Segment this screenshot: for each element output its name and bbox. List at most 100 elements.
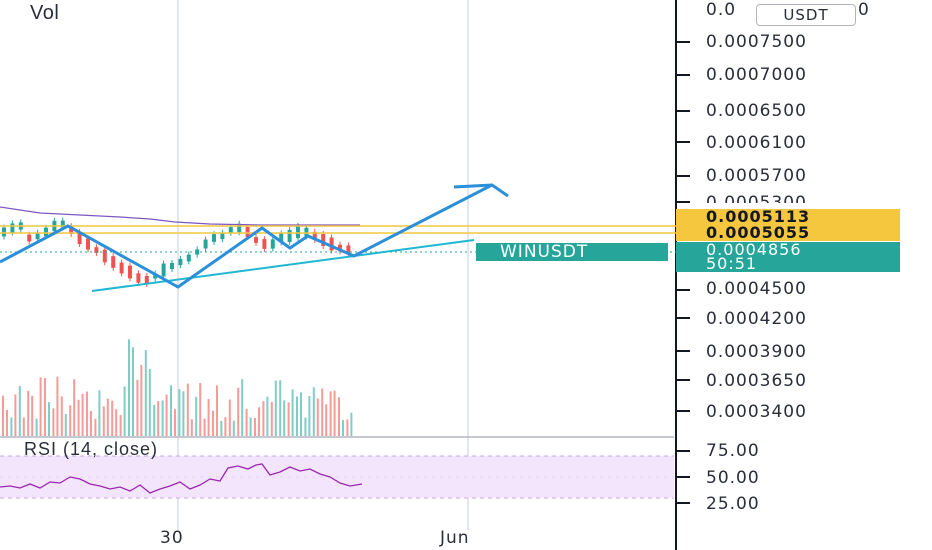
volume-bar xyxy=(316,398,319,436)
volume-bar xyxy=(220,420,223,436)
volume-bar xyxy=(279,380,282,436)
zigzag-projection-path[interactable] xyxy=(0,183,493,289)
candle-body xyxy=(346,245,351,255)
candle-body xyxy=(312,231,317,241)
volume-bar xyxy=(94,418,97,436)
volume-bar xyxy=(140,364,143,436)
volume-bar xyxy=(73,379,76,436)
volume-bar xyxy=(119,415,122,436)
candle-body xyxy=(195,249,200,255)
time-tick: Jun xyxy=(440,528,470,548)
volume-bar xyxy=(321,388,324,436)
price-axis-partial-top: 0.0 xyxy=(706,0,737,20)
volume-bar xyxy=(102,406,105,436)
rsi-tick: 50.00 xyxy=(706,468,760,488)
volume-bar xyxy=(237,387,240,436)
volume-bar xyxy=(2,395,4,436)
volume-bar xyxy=(111,400,114,436)
volume-bar xyxy=(258,407,260,436)
candle-body xyxy=(178,258,183,266)
rsi-line xyxy=(0,463,363,494)
candle-body xyxy=(44,227,48,237)
volume-bar xyxy=(81,393,84,436)
candle-body xyxy=(254,237,258,243)
bar-countdown: 50:51 xyxy=(706,254,758,273)
candle-body xyxy=(35,232,40,240)
candle-body xyxy=(329,237,334,251)
candle-body xyxy=(2,227,6,237)
projection-arrowhead xyxy=(453,183,509,198)
candle-body xyxy=(60,220,65,228)
candle-body xyxy=(203,239,208,249)
volume-bar xyxy=(232,420,235,436)
support-trendline[interactable] xyxy=(91,239,475,292)
price-tick: 0.0003900 xyxy=(706,342,807,362)
volume-bar xyxy=(203,418,206,436)
volume-bar xyxy=(207,399,210,436)
volume-bar xyxy=(18,385,21,436)
volume-bar xyxy=(10,417,13,436)
volume-bar xyxy=(249,417,252,436)
volume-bar xyxy=(291,389,294,436)
volume-bar xyxy=(132,347,134,436)
volume-bar xyxy=(254,417,256,436)
current-price-value: 0.0004856 xyxy=(706,240,802,259)
volume-bar xyxy=(212,410,214,436)
volume-bar xyxy=(56,376,59,436)
volume-bar xyxy=(128,339,130,436)
volume-bar xyxy=(338,397,340,436)
price-axis-tick-marks xyxy=(676,41,690,504)
volume-bar xyxy=(350,412,353,436)
candle-body xyxy=(161,263,166,277)
volume-bar xyxy=(329,391,332,436)
volume-bar xyxy=(39,377,42,436)
candle-body xyxy=(279,233,284,243)
price-tick: 0.0003400 xyxy=(706,402,807,422)
volume-bar xyxy=(245,408,248,436)
symbol-tag: WINUSDT xyxy=(476,243,668,261)
candle-body xyxy=(262,239,267,249)
volume-bar xyxy=(14,394,17,436)
volume-bar xyxy=(274,380,277,436)
volume-bar xyxy=(262,401,265,436)
candle-body xyxy=(338,244,342,252)
volume-bar xyxy=(296,396,298,436)
volume-bar xyxy=(174,409,176,436)
volume-bar xyxy=(325,404,328,436)
volume-bar xyxy=(161,400,164,436)
volume-bar xyxy=(342,420,344,436)
time-tick: 30 xyxy=(160,528,184,548)
currency-select-button[interactable]: USDT xyxy=(756,4,856,26)
price-tick: 0.0007000 xyxy=(706,65,807,85)
volume-bar xyxy=(224,417,227,436)
volume-bar xyxy=(27,390,30,436)
candle-body xyxy=(186,254,191,262)
volume-bar xyxy=(157,401,160,436)
candle-body xyxy=(136,273,141,283)
volume-bar xyxy=(190,419,193,436)
candle-body xyxy=(69,226,74,234)
volume-bar xyxy=(31,395,34,436)
price-tick: 0.0007500 xyxy=(706,32,807,52)
candle-body xyxy=(270,239,275,249)
candle-body xyxy=(111,256,116,268)
volume-bar xyxy=(270,402,273,436)
volume-bar xyxy=(153,404,156,436)
volume-bar xyxy=(312,387,315,436)
volume-bar xyxy=(165,394,168,436)
volume-bar xyxy=(228,399,231,436)
volume-bar xyxy=(182,391,185,436)
level-price-label: 0.0005055 xyxy=(676,225,900,241)
candle-body xyxy=(77,231,82,245)
volume-bar xyxy=(86,391,88,436)
volume-bar xyxy=(77,399,80,436)
candle-body xyxy=(220,232,225,240)
volume-bar xyxy=(6,410,8,436)
volume-bar xyxy=(199,383,202,436)
volume-bar xyxy=(44,377,46,436)
price-tick: 0.0005700 xyxy=(706,166,807,186)
rsi-tick: 25.00 xyxy=(706,494,760,514)
current-price-label: 0.0004856 50:51 xyxy=(676,242,900,272)
candle-body xyxy=(296,225,300,239)
